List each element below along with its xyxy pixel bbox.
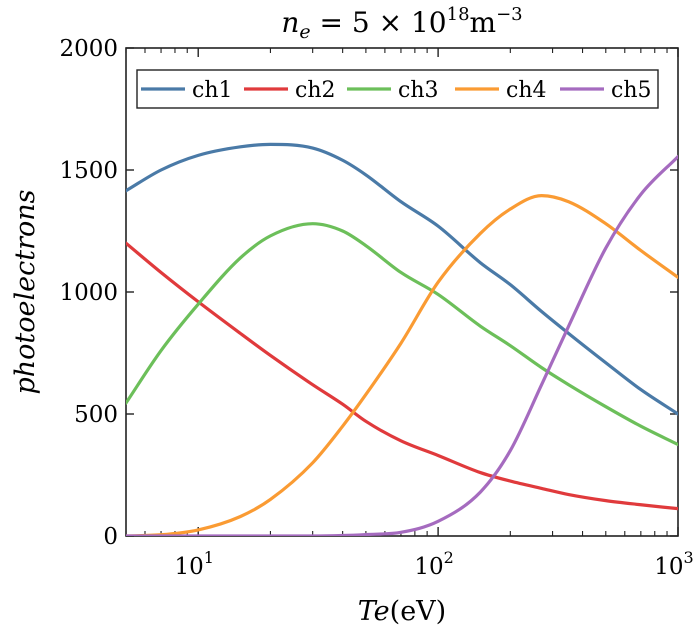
y-tick-label: 500 bbox=[74, 402, 118, 428]
x-tick-label: 102 bbox=[414, 548, 453, 580]
legend-label-ch5: ch5 bbox=[611, 78, 652, 103]
series-line-ch1 bbox=[126, 142, 678, 416]
y-axis-label: photoelectrons bbox=[10, 189, 41, 394]
tick-labels: 0 500 1000 1500 2000 101 102 103 bbox=[59, 36, 693, 580]
y-tick-label: 1500 bbox=[59, 158, 118, 184]
legend-label-ch3: ch3 bbox=[398, 78, 439, 103]
legend: ch1 ch2 ch3 ch4 ch5 bbox=[136, 69, 659, 109]
chart-title: ne = 5 × 1018m−3 bbox=[281, 4, 522, 43]
y-tick-label: 1000 bbox=[59, 280, 118, 306]
legend-label-ch4: ch4 bbox=[506, 78, 547, 103]
x-tick-label: 103 bbox=[654, 548, 693, 580]
x-tick-label: 101 bbox=[174, 548, 213, 580]
series-line-ch4 bbox=[126, 194, 678, 536]
y-tick-label: 2000 bbox=[59, 36, 118, 62]
y-tick-label: 0 bbox=[103, 524, 118, 550]
series-group bbox=[126, 142, 678, 536]
series-line-ch2 bbox=[126, 241, 678, 511]
series-line-ch3 bbox=[126, 222, 678, 447]
series-line-ch5 bbox=[126, 154, 678, 536]
legend-label-ch2: ch2 bbox=[295, 78, 336, 103]
x-axis-label: Te(eV) bbox=[358, 596, 446, 627]
legend-label-ch1: ch1 bbox=[192, 78, 233, 103]
